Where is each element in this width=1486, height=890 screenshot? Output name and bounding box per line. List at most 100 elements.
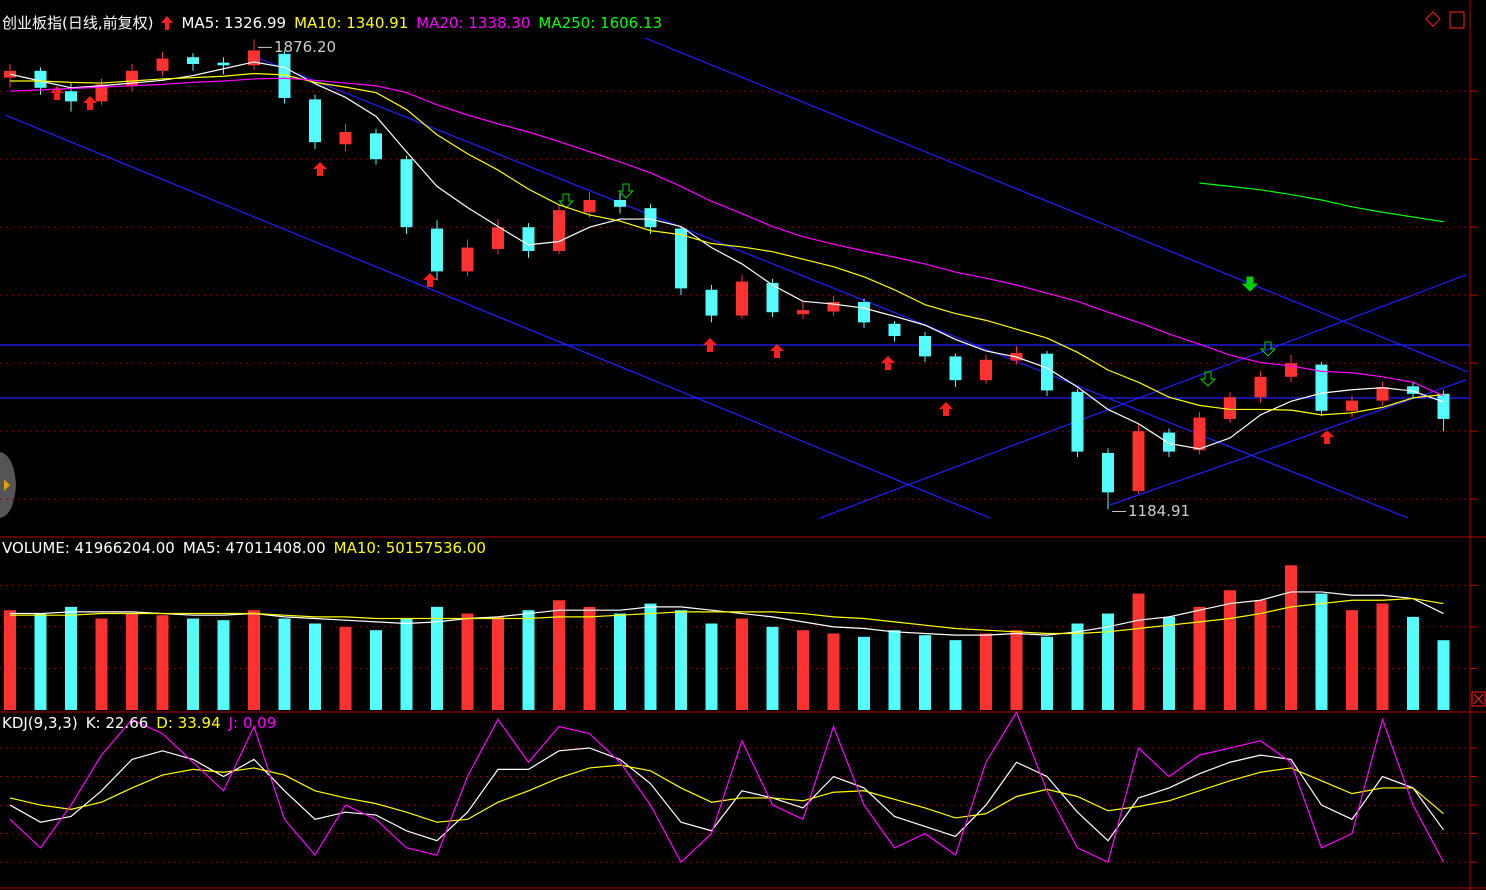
volume-bar <box>553 600 565 710</box>
candle-body <box>278 53 291 98</box>
candle-body <box>1071 391 1084 452</box>
candle-body <box>461 247 474 272</box>
sell-arrow <box>1199 371 1217 387</box>
candle-body <box>919 336 931 357</box>
sell-arrow <box>1259 341 1277 357</box>
volume-bar <box>1407 616 1419 710</box>
buy-arrow <box>1320 430 1334 444</box>
indicator-line <box>9 61 1444 450</box>
candle-body <box>888 323 901 336</box>
volume-bar <box>492 616 504 710</box>
buy-arrow <box>939 402 953 416</box>
indicator-line <box>10 597 1444 635</box>
trend-lines <box>0 37 1470 519</box>
candle-body <box>614 200 626 207</box>
volume-bar <box>1163 616 1175 710</box>
volume-bar <box>4 610 16 710</box>
volume-bar <box>705 623 718 710</box>
chart-title: 创业板指(日线,前复权) <box>2 14 154 32</box>
candle-body <box>217 62 230 66</box>
volume-bar <box>339 626 352 710</box>
volume-bar <box>583 606 596 710</box>
volume-bar <box>949 640 962 710</box>
volume-bar <box>187 618 199 710</box>
candle-body <box>248 50 260 66</box>
volume-bar <box>888 630 901 710</box>
channel-line <box>1109 379 1467 506</box>
volume-bar <box>1224 590 1236 710</box>
candle-body <box>187 57 199 64</box>
volume-bar <box>1193 606 1206 710</box>
candle-body <box>1346 400 1358 411</box>
candle-body <box>583 200 596 213</box>
icon-diamond[interactable] <box>1425 11 1441 27</box>
buy-arrow <box>703 338 717 352</box>
icon-window[interactable] <box>1449 11 1465 29</box>
legend-entry: J: 0.09 <box>228 714 277 732</box>
legend-entry: MA5: 1326.99 <box>181 13 287 32</box>
volume-bar <box>309 623 321 710</box>
signal-arrows <box>50 86 1334 444</box>
candle-body <box>736 281 748 316</box>
sell-arrow <box>617 183 635 199</box>
volume-bar <box>1254 600 1267 710</box>
chart-title: VOLUME: 41966204.00 <box>2 539 175 557</box>
legend-entry: MA20: 1338.30 <box>416 13 531 32</box>
volume-bar <box>1010 630 1023 710</box>
volume-bar <box>400 618 413 710</box>
volume-bar <box>461 613 474 710</box>
legend-entry: D: 33.94 <box>156 714 221 732</box>
volume-bar <box>522 610 535 710</box>
indicator-line <box>9 710 1445 864</box>
volume-bar <box>675 610 687 710</box>
icon-close-x <box>1473 693 1484 705</box>
indicator-line <box>9 764 1444 823</box>
candle-body <box>766 282 779 313</box>
volume-bar <box>156 615 169 710</box>
candle-body <box>431 228 443 272</box>
chart-title: KDJ(9,3,3) <box>2 714 78 732</box>
legend-entry: MA10: 50157536.00 <box>333 539 486 557</box>
volume-bar <box>919 635 931 710</box>
volume-bar <box>766 626 779 710</box>
candle-body <box>1407 386 1419 394</box>
volume-bar <box>1376 603 1389 710</box>
icon-close[interactable] <box>1471 691 1486 707</box>
volume-header: VOLUME: 41966204.00 MA5: 47011408.00 MA10… <box>2 539 486 557</box>
legend-entry: MA5: 47011408.00 <box>182 539 326 557</box>
buy-arrow <box>423 273 437 287</box>
indicator-line <box>9 77 1444 397</box>
legend-entry: MA10: 1340.91 <box>294 13 409 32</box>
candle-body <box>949 356 962 381</box>
buy-arrow <box>50 86 64 100</box>
buy-arrow <box>313 162 327 176</box>
volume-bar <box>65 606 77 710</box>
volume-bar <box>431 606 443 710</box>
kdj-header: KDJ(9,3,3) K: 22.66 D: 33.94 J: 0.09 <box>2 714 276 732</box>
volume-bar <box>797 630 809 710</box>
channel-line <box>257 57 1409 519</box>
candle-body <box>95 84 108 102</box>
candle-body <box>309 99 321 143</box>
volume-bar <box>248 610 260 710</box>
volume-bar <box>126 613 138 710</box>
volume-bar <box>1346 610 1358 710</box>
buy-arrow <box>83 96 97 110</box>
candle-body <box>675 228 687 289</box>
volume-bar <box>370 630 382 710</box>
volume-bar <box>858 636 870 710</box>
volume-bar <box>1132 593 1145 710</box>
candle-body <box>1193 417 1206 451</box>
candle-body <box>553 210 565 251</box>
candle-body <box>1041 353 1053 391</box>
channel-line <box>4 114 991 519</box>
candle-body <box>1224 397 1236 419</box>
buy-arrow <box>770 344 784 358</box>
volume-bar <box>95 618 108 710</box>
candle-body <box>34 70 47 88</box>
candle-body <box>1437 393 1450 419</box>
candle-body <box>827 302 840 312</box>
volume-bar <box>614 613 626 710</box>
